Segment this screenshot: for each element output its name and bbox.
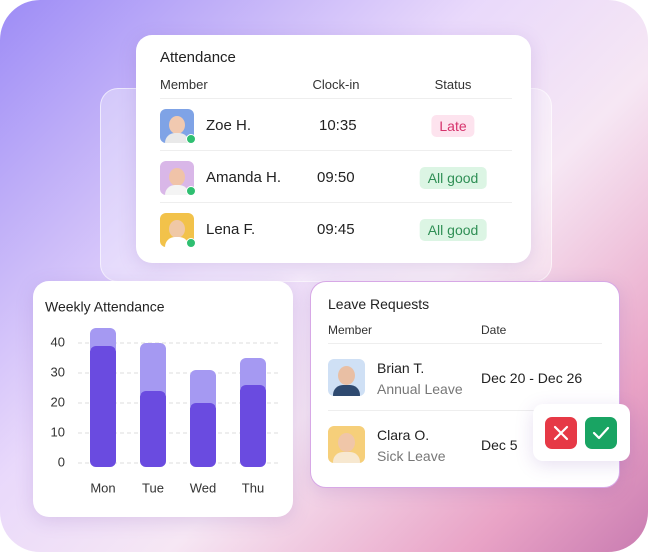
action-buttons xyxy=(545,417,617,449)
online-dot xyxy=(186,238,196,248)
member-name: Zoe H. xyxy=(206,117,252,134)
divider xyxy=(160,150,512,151)
card-title: Leave Requests xyxy=(328,296,430,312)
bar-segment xyxy=(240,385,266,467)
divider xyxy=(328,343,602,344)
y-tick-label: 30 xyxy=(51,364,65,379)
y-tick-label: 20 xyxy=(51,394,65,409)
bar-segment xyxy=(240,358,266,393)
action-card xyxy=(533,404,630,461)
divider xyxy=(160,98,512,99)
chart: Weekly Attendance 0 10 20 30 40 Mon Tue Wed Thu xyxy=(45,299,278,495)
avatar xyxy=(160,109,194,143)
reject-icon xyxy=(553,425,569,441)
member-name: Brian T. xyxy=(377,360,425,376)
x-tick-label: Tue xyxy=(142,480,164,495)
card-title: Attendance xyxy=(160,49,236,66)
bar-segment xyxy=(190,370,216,411)
approve-icon xyxy=(592,426,610,440)
bar-segment xyxy=(140,391,166,467)
online-dot xyxy=(186,134,196,144)
status-badge: All good xyxy=(419,219,487,241)
column-header-text: Status xyxy=(434,77,472,92)
column-header: Member xyxy=(328,323,373,337)
y-tick-label: 40 xyxy=(51,334,65,349)
leave-type: Sick Leave xyxy=(377,448,446,464)
x-tick-label: Mon xyxy=(90,480,115,495)
attendance-card: Attendance Member Clock-in Status Zoe H.… xyxy=(136,35,531,263)
leave-date: Dec 20 - Dec 26 xyxy=(481,370,583,386)
chart-title: Weekly Attendance xyxy=(45,299,165,315)
status-badge: All good xyxy=(419,167,487,189)
y-tick-label: 0 xyxy=(58,454,65,469)
leave-type: Annual Leave xyxy=(377,381,463,397)
x-tick-label: Thu xyxy=(242,480,264,495)
member-name: Amanda H. xyxy=(206,169,282,186)
divider xyxy=(160,202,512,203)
member-name: Lena F. xyxy=(206,221,256,238)
avatar xyxy=(328,359,365,396)
clock-in: 09:45 xyxy=(317,221,355,238)
column-header-text: Clock-in xyxy=(312,77,360,92)
bar-segment xyxy=(140,343,166,399)
avatar xyxy=(328,426,365,463)
approve-button[interactable] xyxy=(585,417,617,449)
leave-date: Dec 5 xyxy=(481,437,518,453)
clock-in: 09:50 xyxy=(317,169,355,186)
online-dot xyxy=(186,186,196,196)
clock-in: 10:35 xyxy=(319,117,357,134)
weekly-card: Weekly Attendance 0 10 20 30 40 Mon Tue Wed Thu xyxy=(33,281,293,517)
column-header: Date xyxy=(481,323,507,337)
y-tick-label: 10 xyxy=(51,424,65,439)
bar-segment xyxy=(190,403,216,467)
column-header: Member xyxy=(160,77,208,92)
member-name: Clara O. xyxy=(377,427,430,443)
bar-segment xyxy=(90,346,116,467)
x-tick-label: Wed xyxy=(190,480,217,495)
divider xyxy=(328,410,602,411)
status-badge: Late xyxy=(431,115,475,137)
